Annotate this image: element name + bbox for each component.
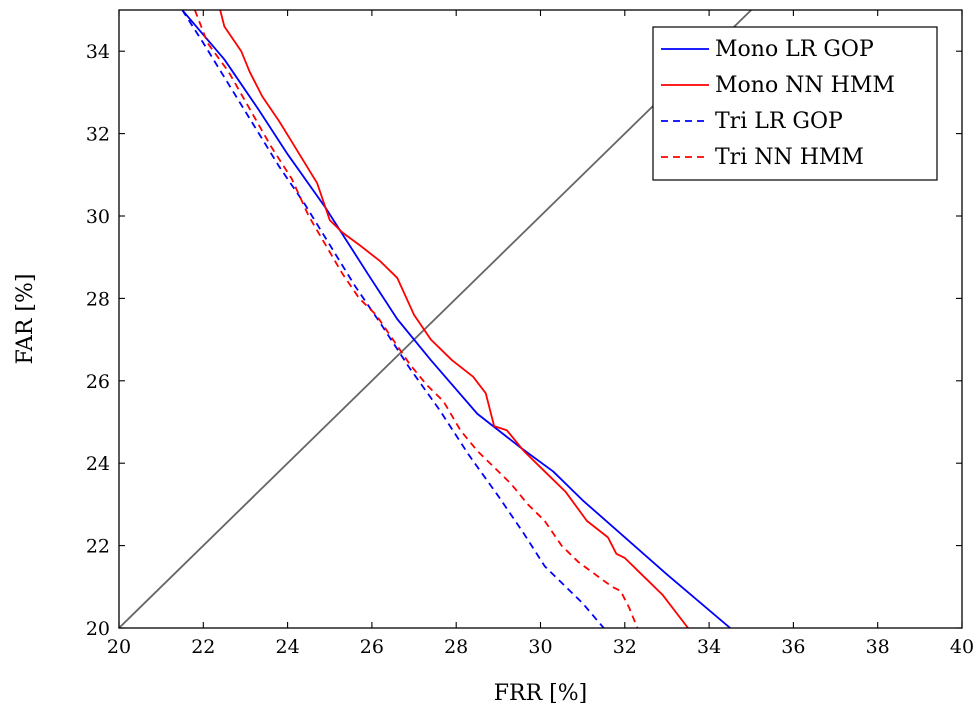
x-tick-label: 26 — [360, 636, 384, 658]
x-tick-label: 36 — [781, 636, 805, 658]
y-tick-label: 26 — [86, 371, 110, 393]
legend-label: Tri LR GOP — [715, 109, 843, 134]
legend: Mono LR GOP Mono NN HMM Tri LR GOP Tri NN H… — [652, 26, 938, 181]
y-tick-label: 24 — [86, 453, 110, 475]
legend-label: Mono LR GOP — [715, 37, 874, 62]
y-tick-label: 22 — [86, 536, 110, 558]
y-tick-label: 34 — [86, 41, 110, 63]
series-line-mono-nn-hmm — [219, 10, 689, 628]
y-axis-label: FAR [%] — [13, 274, 38, 365]
series-layer — [119, 10, 752, 628]
x-tick-label: 28 — [444, 636, 468, 658]
series-line-tri-lr-gop — [181, 10, 605, 628]
y-tick-label: 30 — [86, 206, 110, 228]
tick-layer: 20 22 24 26 28 30 32 34 36 38 40 20 22 24 26 28 30 32 34 — [86, 10, 974, 658]
x-axis-label: FRR [%] — [494, 681, 587, 706]
legend-label: Tri NN HMM — [715, 145, 864, 170]
series-line-tri-nn-hmm — [194, 10, 639, 628]
y-tick-label: 20 — [86, 618, 110, 640]
x-tick-label: 22 — [191, 636, 215, 658]
series-line-mono-lr-gop — [181, 10, 731, 628]
legend-label: Mono NN HMM — [715, 73, 895, 98]
legend-box — [652, 26, 938, 181]
x-tick-label: 34 — [697, 636, 721, 658]
y-tick-label: 28 — [86, 288, 110, 310]
x-tick-label: 38 — [866, 636, 890, 658]
eer-reference-line — [119, 10, 752, 628]
y-tick-label: 32 — [86, 124, 110, 146]
x-tick-label: 40 — [950, 636, 974, 658]
x-tick-label: 30 — [528, 636, 552, 658]
x-tick-label: 32 — [613, 636, 637, 658]
x-tick-label: 24 — [276, 636, 300, 658]
x-tick-label: 20 — [107, 636, 131, 658]
